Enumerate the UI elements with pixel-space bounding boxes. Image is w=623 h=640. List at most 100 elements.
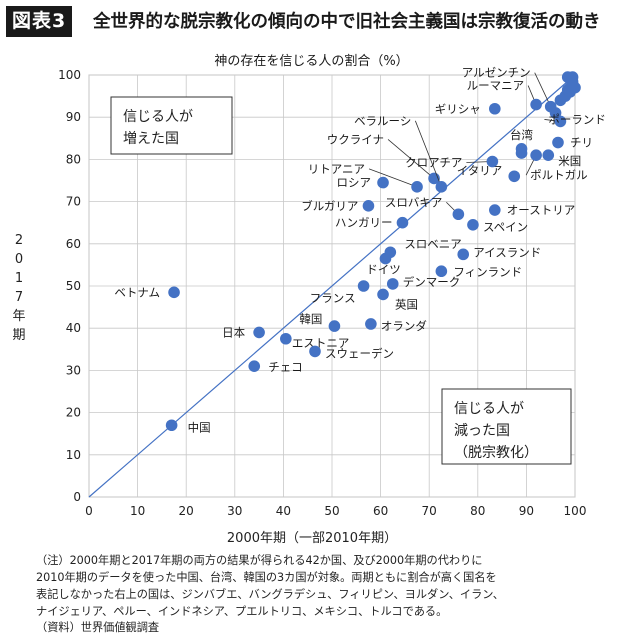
source-note: （資料）世界価値観調査 [36, 621, 160, 634]
y-tick-label: 40 [66, 321, 81, 335]
data-label: ポーランド [548, 112, 606, 126]
y-tick-label: 70 [66, 195, 81, 209]
x-tick-label: 70 [422, 504, 437, 518]
figure-badge: 図表3 [6, 6, 73, 37]
y-tick-label: 80 [66, 152, 81, 166]
header: 図表3 全世界的な脱宗教化の傾向の中で旧社会主義国は宗教復活の動き [0, 0, 623, 44]
data-label: フィンランド [453, 265, 522, 279]
data-label: ドイツ [366, 263, 401, 277]
data-point [544, 100, 557, 113]
data-label: スウェーデン [325, 346, 394, 360]
data-label: アルゼンチン [462, 66, 531, 80]
data-point [365, 318, 377, 330]
x-tick-label: 50 [324, 504, 339, 518]
data-label: チリ [570, 136, 593, 150]
footnote: （注）2000年期と2017年期の両方の結果が得られる42か国、及び2000年期… [36, 552, 616, 620]
x-tick-label: 90 [519, 504, 534, 518]
data-label: オーストリア [507, 203, 575, 217]
data-point [411, 181, 423, 193]
y-tick-label: 30 [66, 363, 81, 377]
x-tick-label: 0 [85, 504, 93, 518]
data-label: チェコ [268, 360, 303, 374]
data-label: スペイン [483, 220, 528, 234]
data-point [435, 181, 448, 193]
data-point [467, 219, 479, 231]
leader-line [368, 168, 418, 188]
annotation-decreased-box [441, 388, 572, 465]
data-point [508, 170, 521, 183]
data-label: 米国 [558, 154, 581, 168]
y-tick-label: 0 [73, 490, 81, 504]
data-point [165, 419, 178, 432]
data-point [377, 288, 389, 301]
x-tick-label: 30 [227, 504, 242, 518]
y-axis-label: 2 0 1 7 年期 [12, 233, 25, 343]
x-tick-label: 100 [564, 504, 587, 518]
data-label: オランダ [381, 319, 427, 333]
data-label: ギリシャ [435, 102, 481, 116]
data-label: アイスランド [473, 245, 541, 259]
y-tick-label: 50 [66, 279, 81, 293]
data-label: リトアニア [308, 162, 365, 176]
annotation-increased-text: 信じる人が増えた国 [123, 109, 193, 147]
data-label: ルーマニア [467, 79, 525, 93]
data-label: ハンガリー [335, 216, 393, 230]
data-point [542, 149, 555, 161]
data-point-unlabeled [569, 81, 581, 94]
data-label: ウクライナ [327, 132, 384, 146]
annotation-increased-box [110, 96, 233, 155]
y-tick-label: 90 [66, 110, 81, 124]
y-tick-label: 20 [66, 406, 81, 420]
y-tick-label: 10 [66, 448, 81, 462]
x-tick-label: 60 [373, 504, 388, 518]
data-label: 台湾 [510, 128, 533, 142]
leader-line [534, 72, 552, 107]
data-point [377, 176, 389, 189]
data-point [362, 200, 375, 212]
x-axis-label: 2000年期（一部2010年期） [227, 531, 397, 546]
data-point [168, 286, 180, 299]
data-point [530, 98, 542, 111]
data-label: 日本 [222, 325, 245, 339]
leader-line [387, 139, 435, 179]
data-point [452, 208, 465, 221]
chart-title: 神の存在を信じる人の割合（%） [214, 54, 409, 69]
data-label: 韓国 [299, 312, 322, 326]
x-tick-label: 40 [276, 504, 291, 518]
leader-line [414, 120, 442, 187]
data-point [280, 332, 292, 345]
data-label: 英国 [395, 297, 418, 311]
data-label: 中国 [188, 420, 211, 434]
data-label: スロバキア [385, 195, 443, 209]
footnote-line: ナイジェリア、ペルー、インドネシア、プエルトリコ、メキシコ、トルコである。 [36, 605, 448, 618]
y-tick-label: 100 [58, 68, 81, 82]
data-point [328, 320, 341, 332]
data-label: エストニア [292, 336, 350, 350]
data-point-unlabeled [561, 71, 574, 83]
data-point [309, 345, 321, 358]
data-point [386, 278, 399, 290]
annotation-decreased-text: 信じる人が減った国（脱宗教化） [454, 401, 538, 461]
data-point [396, 216, 409, 229]
data-label: フランス [310, 291, 356, 305]
scatter-chart: 0 10 20 30 40 50 60 70 80 90 100 0 10 20 30 40 50 60 70 80 9… [12, 66, 606, 546]
data-point [457, 248, 470, 261]
data-point [530, 149, 542, 161]
footnote-line: （注）2000年期と2017年期の両方の結果が得られる42か国、及び2000年期… [36, 554, 483, 567]
footnote-line: 表記しなかった右上の国は、ジンバブエ、バングラデシュ、フィリピン、ヨルダン、イラ… [36, 588, 504, 601]
data-point [384, 246, 397, 259]
data-label: ブルガリア [301, 199, 358, 213]
data-point [253, 326, 265, 339]
data-point [486, 155, 499, 168]
data-point [435, 265, 448, 278]
data-point [554, 115, 567, 128]
data-point [552, 136, 564, 149]
x-tick-label: 20 [179, 504, 194, 518]
data-point [357, 280, 370, 292]
data-point [489, 204, 501, 216]
headline: 全世界的な脱宗教化の傾向の中で旧社会主義国は宗教復活の動き [93, 12, 601, 32]
data-label: ベラルーシ [354, 114, 411, 128]
y-tick-label: 60 [66, 237, 81, 251]
footnote-line: 2010年期のデータを使った中国、台湾、韓国の3カ国が対象。両期ともに割合が高く… [36, 571, 497, 584]
x-tick-label: 10 [130, 504, 145, 518]
